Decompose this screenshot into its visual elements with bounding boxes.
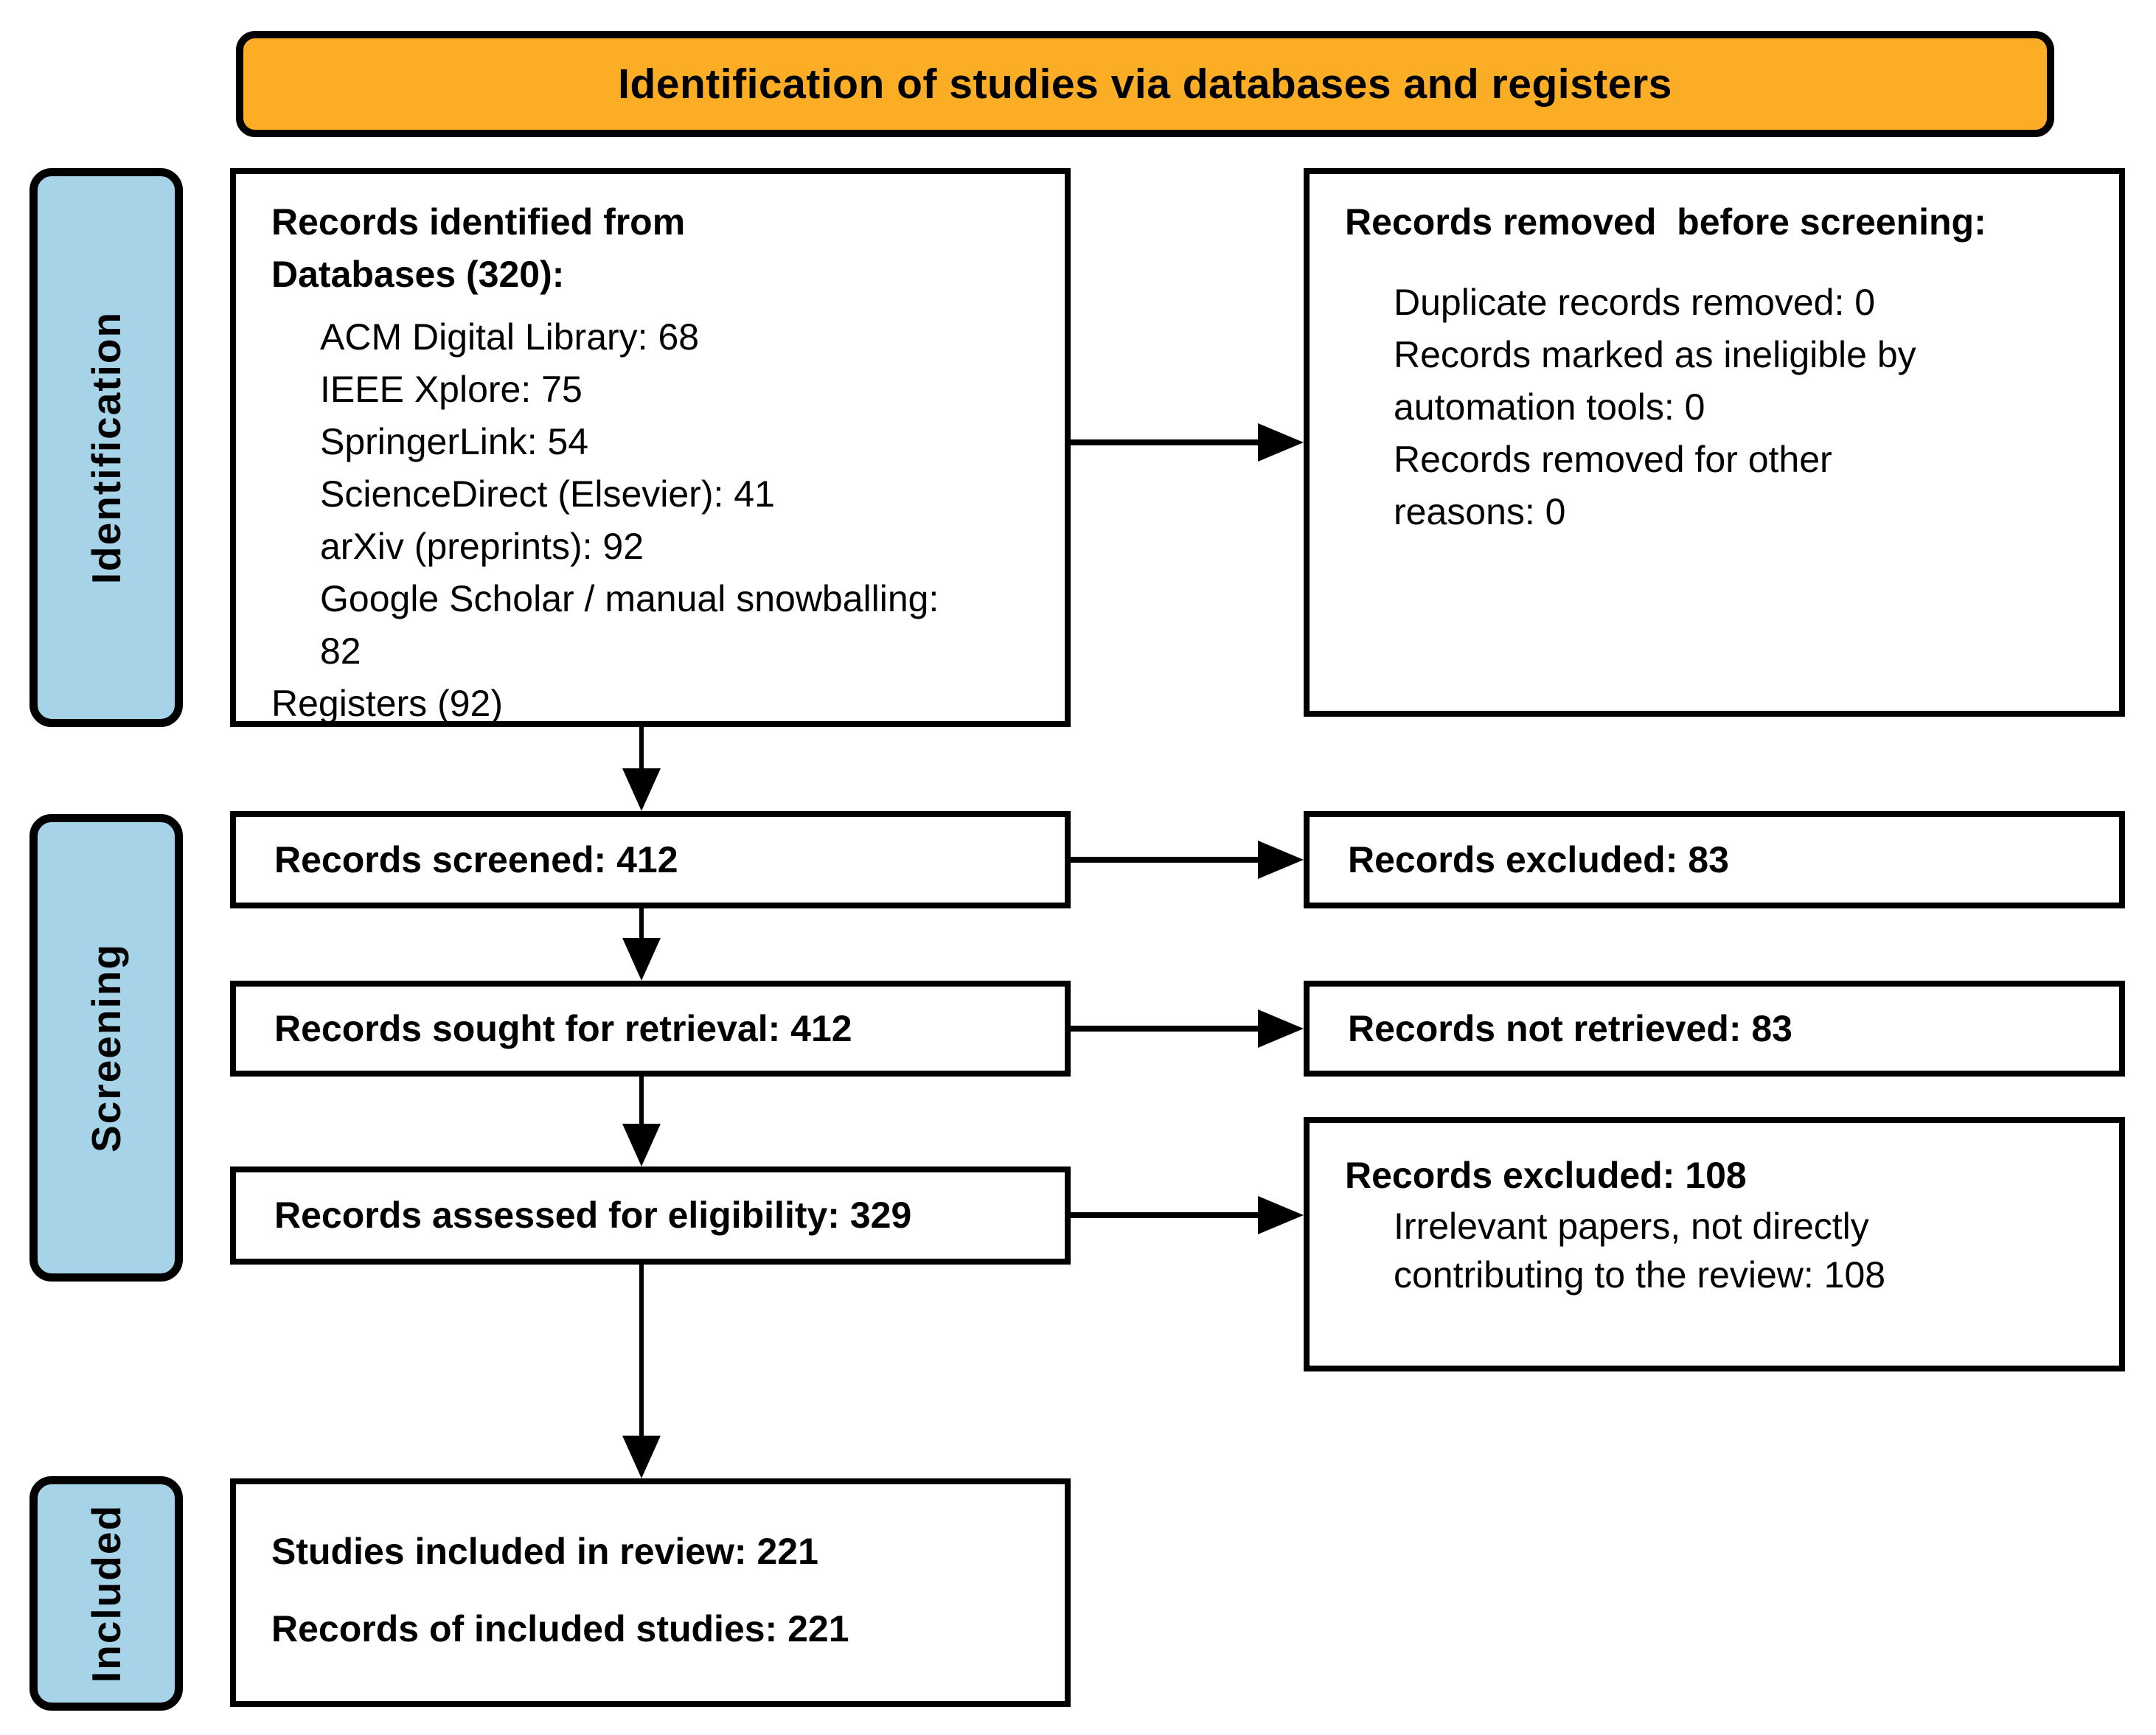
- arrow-right-icon: [1258, 423, 1304, 462]
- arrow-line-screened-to-sought: [639, 908, 644, 941]
- arrow-line-identified-to-removed: [1071, 439, 1262, 445]
- list-item: IEEE Xplore: 75: [320, 369, 583, 410]
- stage-label-screening: Screening: [83, 943, 129, 1152]
- box-title: Records not retrieved: 83: [1348, 1007, 1792, 1049]
- stage-identification: Identification: [29, 168, 183, 727]
- removed-reasons-list: Duplicate records removed: 0 Records mar…: [1345, 277, 2084, 538]
- box-title: Records removed before screening:: [1345, 201, 1986, 243]
- box-studies-included: Studies included in review: 221 Records …: [230, 1478, 1071, 1707]
- arrow-down-icon: [622, 768, 661, 811]
- stage-label-identification: Identification: [83, 310, 130, 585]
- box-title: Records screened: 412: [274, 838, 678, 880]
- arrow-line-screened-to-excluded: [1071, 857, 1262, 863]
- list-item: Records marked as ineligible by automati…: [1394, 334, 1916, 428]
- box-title: Databases (320):: [271, 254, 565, 295]
- arrow-down-icon: [622, 938, 661, 981]
- stage-label-included: Included: [83, 1503, 129, 1683]
- list-item: ScienceDirect (Elsevier): 41: [320, 473, 775, 515]
- included-line: Studies included in review: 221: [271, 1531, 818, 1572]
- box-records-not-retrieved: Records not retrieved: 83: [1304, 981, 2125, 1077]
- list-item: arXiv (preprints): 92: [320, 526, 644, 567]
- list-item: ACM Digital Library: 68: [320, 316, 700, 358]
- box-footer: Registers (92): [271, 683, 503, 724]
- box-records-screened: Records screened: 412: [230, 811, 1071, 908]
- box-records-excluded-eligibility: Records excluded: 108 Irrelevant papers,…: [1304, 1117, 2125, 1371]
- arrow-right-icon: [1258, 841, 1304, 879]
- box-title: Records excluded: 108: [1345, 1155, 1747, 1196]
- box-records-assessed: Records assessed for eligibility: 329: [230, 1166, 1071, 1265]
- arrow-line-assessed-to-included: [639, 1265, 644, 1439]
- list-item: Google Scholar / manual snowballing: 82: [320, 578, 939, 672]
- list-item: Records removed for other reasons: 0: [1394, 439, 1832, 532]
- arrow-down-icon: [622, 1124, 661, 1166]
- arrow-line-sought-to-assessed: [639, 1077, 644, 1127]
- arrow-down-icon: [622, 1436, 661, 1478]
- arrow-right-icon: [1258, 1009, 1304, 1048]
- stage-included: Included: [29, 1476, 183, 1711]
- list-item: Irrelevant papers, not directly contribu…: [1394, 1206, 1886, 1296]
- banner: Identification of studies via databases …: [236, 31, 2054, 137]
- list-item: SpringerLink: 54: [320, 421, 589, 462]
- box-title: Records sought for retrieval: 412: [274, 1007, 852, 1049]
- arrow-right-icon: [1258, 1196, 1304, 1234]
- arrow-line-sought-to-not-retrieved: [1071, 1026, 1262, 1032]
- box-title: Records identified from: [271, 201, 686, 243]
- box-records-excluded-screening: Records excluded: 83: [1304, 811, 2125, 908]
- included-line: Records of included studies: 221: [271, 1608, 849, 1649]
- box-records-removed: Records removed before screening: Duplic…: [1304, 168, 2125, 717]
- box-records-identified: Records identified from Databases (320):…: [230, 168, 1071, 727]
- banner-title: Identification of studies via databases …: [618, 60, 1672, 108]
- box-records-sought: Records sought for retrieval: 412: [230, 981, 1071, 1077]
- arrow-line-assessed-to-excluded: [1071, 1212, 1262, 1218]
- database-list: ACM Digital Library: 68 IEEE Xplore: 75 …: [271, 311, 1029, 678]
- arrow-line-identified-to-screened: [639, 727, 644, 771]
- box-title: Records excluded: 83: [1348, 838, 1729, 880]
- box-title: Records assessed for eligibility: 329: [274, 1195, 912, 1236]
- list-item: Duplicate records removed: 0: [1394, 282, 1876, 323]
- stage-screening: Screening: [29, 814, 183, 1282]
